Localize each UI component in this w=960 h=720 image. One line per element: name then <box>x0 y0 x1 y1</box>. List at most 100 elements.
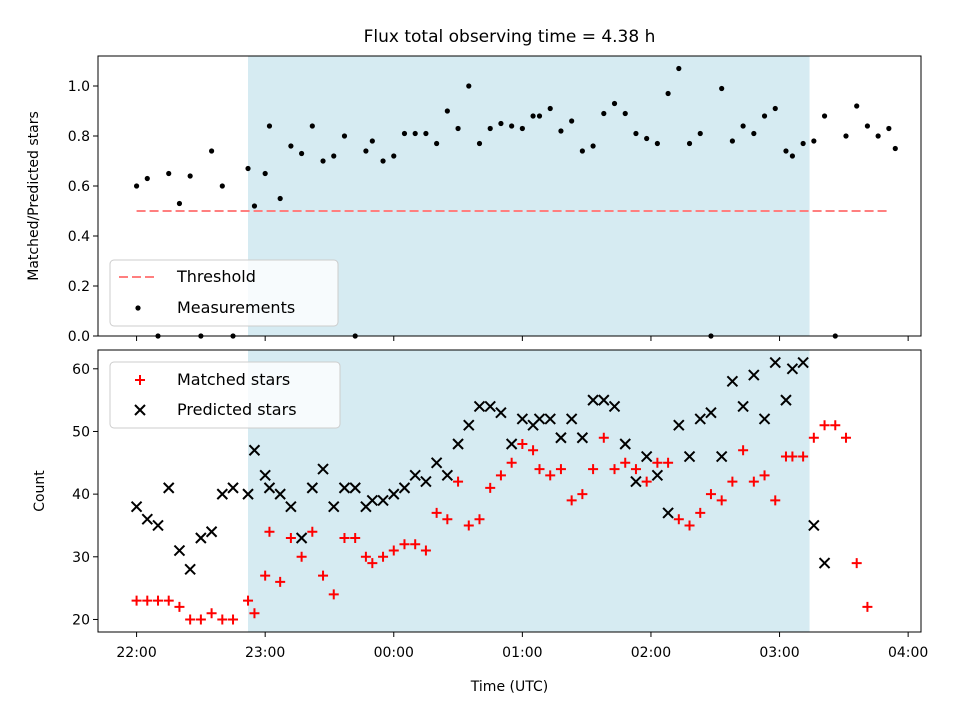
legend-measurements-swatch <box>135 305 141 311</box>
matched-star-point <box>819 420 830 431</box>
y-tick-label: 60 <box>72 362 90 378</box>
matched-star-point <box>264 526 275 537</box>
measurement-point <box>245 165 251 172</box>
predicted-star-point <box>786 363 799 375</box>
predicted-star-point <box>608 400 621 413</box>
y-tick-label: 50 <box>72 424 90 440</box>
predicted-star-point <box>259 469 271 482</box>
matched-star-point <box>620 457 631 468</box>
measurement-point <box>176 200 183 207</box>
matched-star-point <box>738 445 749 456</box>
measurement-point <box>558 128 564 134</box>
matched-star-point <box>228 614 239 625</box>
measurement-point <box>772 105 778 112</box>
matched-star-point <box>566 495 577 506</box>
x-tick-label: 23:00 <box>245 645 285 661</box>
predicted-star-point <box>195 532 207 544</box>
predicted-star-point <box>227 482 239 494</box>
predicted-star-point <box>285 500 297 513</box>
matched-star-point <box>360 551 371 562</box>
matched-star-point <box>830 420 841 431</box>
count-x-ticks: 22:00 23:00 00:00 01:00 02:00 03:00 04:00 <box>116 632 928 661</box>
measurement-point <box>519 125 525 132</box>
ratio-x-ticks <box>136 336 909 341</box>
matched-star-point <box>367 558 378 569</box>
measurement-point <box>821 113 828 119</box>
predicted-star-point <box>388 488 400 500</box>
measurement-point <box>761 113 768 119</box>
predicted-star-point <box>409 469 421 482</box>
matched-star-point <box>474 514 485 525</box>
y-tick-label: 0.6 <box>68 179 90 195</box>
matched-star-point <box>663 457 674 468</box>
predicted-star-point <box>598 394 610 406</box>
measurement-point <box>783 148 789 154</box>
measurement-point <box>133 183 140 189</box>
y-tick-label: 40 <box>72 487 90 503</box>
measurement-point <box>423 130 429 137</box>
x-tick-label: 01:00 <box>502 645 542 661</box>
matched-star-point <box>285 533 296 543</box>
measurement-point <box>487 125 493 132</box>
ratio-panel-frame <box>97 55 922 337</box>
matched-star-point <box>770 495 781 506</box>
count-panel-frame <box>97 349 922 633</box>
matched-star-point <box>185 614 196 625</box>
matched-star-point <box>399 539 410 550</box>
measurement-point <box>740 123 746 129</box>
predicted-star-point <box>726 375 739 388</box>
predicted-star-point <box>780 394 792 406</box>
measurement-point <box>590 143 596 149</box>
matched-star-point <box>851 558 862 569</box>
measurement-point <box>288 143 294 149</box>
matched-star-point <box>652 457 663 468</box>
matched-star-point <box>260 570 271 581</box>
matched-star-point <box>142 595 153 606</box>
legend-box <box>109 361 341 429</box>
matched-star-point <box>695 507 706 518</box>
matched-star-point <box>862 601 873 612</box>
matched-star-point <box>495 470 506 481</box>
measurement-point <box>144 175 150 182</box>
measurement-point <box>266 123 273 129</box>
predicted-star-point <box>205 526 218 538</box>
measurement-point <box>686 140 693 147</box>
measurement-point <box>251 203 258 209</box>
matched-star-point <box>153 595 164 606</box>
predicted-star-point <box>737 400 749 413</box>
y-tick-label: 0.2 <box>68 279 90 295</box>
measurement-point <box>892 145 898 152</box>
measurement-point <box>277 195 283 202</box>
predicted-star-point <box>769 356 781 369</box>
matched-star-point <box>588 464 599 475</box>
predicted-star-point <box>248 444 261 456</box>
matched-star-point <box>296 551 307 562</box>
measurement-point <box>530 113 536 119</box>
matched-star-point <box>442 514 453 525</box>
predicted-star-point <box>173 544 186 557</box>
predicted-star-point <box>263 482 276 494</box>
matched-star-point <box>410 539 421 550</box>
legend-matched-label: Matched stars <box>177 370 290 389</box>
predicted-star-point <box>130 500 143 513</box>
measurement-point <box>800 140 806 147</box>
x-tick-label: 00:00 <box>374 645 414 661</box>
matched-star-point <box>318 570 329 581</box>
measurement-point <box>380 158 386 164</box>
predicted-star-point <box>694 413 706 425</box>
predicted-star-point <box>555 432 567 444</box>
measurement-point <box>547 105 553 112</box>
predicted-star-point <box>377 494 389 507</box>
predicted-star-point <box>163 482 175 494</box>
x-axis-label: Time (UTC) <box>470 679 548 695</box>
measurement-point <box>341 133 348 139</box>
matched-star-point <box>163 595 174 606</box>
predicted-star-point <box>683 450 696 463</box>
measurement-point <box>434 140 440 147</box>
measurement-point <box>633 130 639 137</box>
measurement-point <box>369 138 375 144</box>
predicted-star-point <box>242 488 254 500</box>
legend-matched-swatch <box>135 375 145 385</box>
measurement-point <box>262 170 268 177</box>
measurement-point <box>579 148 585 154</box>
